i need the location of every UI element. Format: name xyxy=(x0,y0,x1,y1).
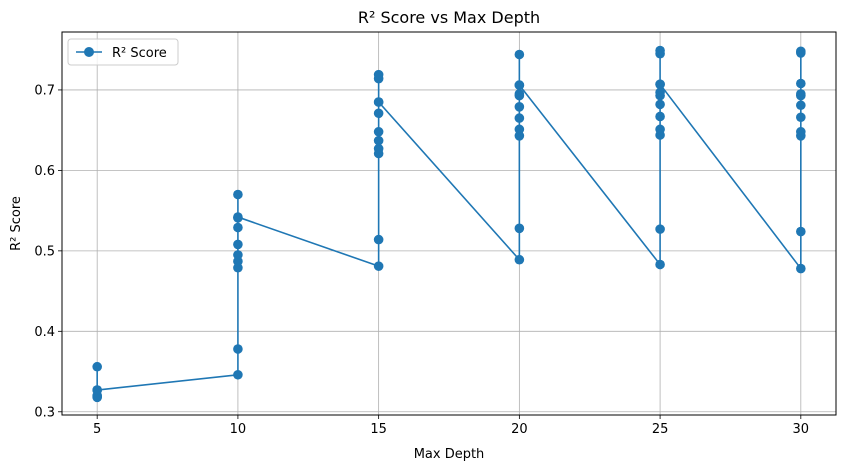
data-point-marker xyxy=(655,111,665,122)
data-point-marker xyxy=(796,100,806,111)
data-point-marker xyxy=(233,369,243,380)
x-tick-label: 5 xyxy=(93,422,101,437)
data-point-marker xyxy=(233,222,243,233)
x-tick-label: 20 xyxy=(511,422,528,437)
data-point-marker xyxy=(373,126,384,137)
legend-marker-swatch xyxy=(84,47,94,57)
x-tick-label: 15 xyxy=(370,422,387,437)
data-point-marker xyxy=(796,89,806,99)
legend-box xyxy=(67,38,179,66)
x-tick-label: 10 xyxy=(230,422,247,437)
axes-frame xyxy=(61,31,837,416)
y-tick-label: 0.5 xyxy=(34,244,55,259)
x-tick-label: 25 xyxy=(652,422,669,437)
data-point-marker xyxy=(92,361,102,372)
legend-label: R² Score xyxy=(112,46,167,61)
data-point-marker xyxy=(655,224,665,234)
data-point-marker xyxy=(514,102,525,112)
data-point-marker xyxy=(373,69,384,80)
data-point-marker xyxy=(233,189,243,200)
data-point-marker xyxy=(796,126,806,137)
data-point-marker xyxy=(233,250,243,260)
data-point-marker xyxy=(796,78,806,89)
x-tick-label: 30 xyxy=(793,422,810,437)
data-point-marker xyxy=(373,143,384,154)
data-point-marker xyxy=(655,45,665,56)
data-point-marker xyxy=(514,124,525,135)
data-point-marker xyxy=(514,254,525,265)
y-tick-label: 0.7 xyxy=(34,83,55,98)
chart-title: R² Score vs Max Depth xyxy=(358,8,540,27)
data-point-marker xyxy=(514,49,525,60)
data-point-marker xyxy=(514,223,525,234)
data-point-marker xyxy=(796,226,806,237)
data-point-marker xyxy=(233,344,243,354)
data-point-marker xyxy=(233,239,243,250)
data-point-marker xyxy=(373,97,384,107)
series-layer xyxy=(92,45,806,403)
data-point-marker xyxy=(655,124,665,135)
y-axis-ticks: 0.3 0.4 0.5 0.6 0.7 xyxy=(34,83,62,420)
data-point-marker xyxy=(373,261,384,271)
y-axis-label: R² Score xyxy=(9,196,24,251)
data-point-marker xyxy=(796,112,806,123)
legend: R² Score xyxy=(67,38,179,66)
data-point-marker xyxy=(514,80,525,90)
data-point-marker xyxy=(514,89,525,99)
x-axis-ticks: 5 10 15 20 25 30 xyxy=(93,415,809,437)
data-point-marker xyxy=(655,87,665,98)
data-point-marker xyxy=(514,113,525,123)
y-tick-label: 0.6 xyxy=(34,164,55,179)
data-point-marker xyxy=(92,385,102,395)
data-point-marker xyxy=(373,234,384,245)
data-point-marker xyxy=(373,135,384,146)
data-point-marker xyxy=(655,99,665,110)
data-point-marker xyxy=(373,108,384,119)
data-point-marker xyxy=(233,212,243,222)
y-tick-label: 0.3 xyxy=(34,405,55,420)
data-point-marker xyxy=(655,79,665,90)
data-point-marker xyxy=(655,259,665,270)
y-tick-label: 0.4 xyxy=(34,325,55,340)
data-point-marker xyxy=(796,263,806,274)
x-axis-label: Max Depth xyxy=(414,447,485,462)
data-point-marker xyxy=(796,46,806,57)
